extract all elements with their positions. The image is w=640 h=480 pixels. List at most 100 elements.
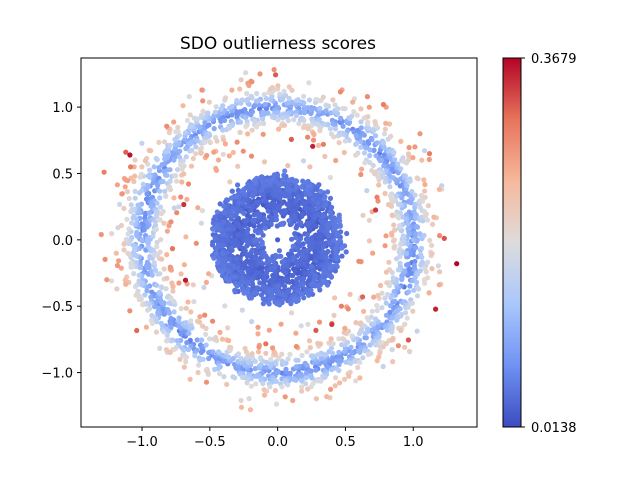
scatter-point — [166, 310, 172, 316]
scatter-point — [354, 140, 360, 146]
scatter-point — [334, 255, 340, 262]
scatter-point — [170, 288, 176, 294]
scatter-point — [413, 215, 419, 221]
scatter-point — [178, 194, 184, 200]
scatter-point — [129, 264, 135, 270]
scatter-point — [304, 187, 310, 193]
scatter-point — [296, 120, 302, 127]
scatter-point — [367, 153, 373, 159]
scatter-point — [248, 153, 255, 159]
scatter-point — [328, 345, 335, 351]
scatter-point — [169, 246, 176, 252]
scatter-point — [253, 237, 259, 243]
scatter-point — [380, 174, 386, 180]
scatter-point — [248, 383, 254, 389]
scatter-point — [313, 212, 319, 218]
scatter-point — [358, 171, 364, 178]
scatter-point — [412, 144, 418, 150]
scatter-point — [172, 346, 178, 352]
scatter-point — [382, 190, 388, 197]
scatter-point — [222, 141, 228, 147]
scatter-point — [136, 278, 142, 284]
scatter-point — [249, 247, 255, 253]
scatter-point — [220, 151, 226, 157]
scatter-point — [239, 285, 245, 291]
scatter-point — [408, 251, 414, 257]
scatter-point — [401, 158, 407, 164]
scatter-point — [355, 348, 361, 354]
scatter-point — [260, 381, 266, 387]
scatter-point — [188, 309, 194, 315]
scatter-point — [412, 192, 418, 198]
scatter-point — [308, 287, 314, 293]
scatter-point — [179, 166, 185, 172]
scatter-point — [328, 367, 335, 373]
scatter-point — [272, 185, 278, 191]
scatter-point — [189, 147, 195, 153]
scatter-point — [164, 172, 170, 178]
scatter-point — [239, 188, 245, 194]
scatter-point — [423, 211, 429, 217]
scatter-point — [276, 248, 282, 254]
scatter-point — [219, 273, 226, 279]
scatter-point — [261, 192, 267, 198]
scatter-point — [230, 149, 236, 156]
scatter-point — [395, 267, 401, 273]
scatter-point — [429, 242, 435, 248]
scatter-point — [272, 264, 278, 270]
scatter-point — [142, 158, 148, 164]
scatter-point — [260, 110, 267, 116]
scatter-point — [228, 195, 235, 201]
scatter-point — [280, 191, 286, 198]
scatter-point — [245, 376, 251, 382]
scatter-point — [280, 115, 286, 121]
scatter-point — [253, 290, 259, 296]
scatter-point — [178, 306, 184, 312]
scatter-point — [402, 173, 408, 179]
scatter-point — [172, 173, 179, 179]
scatter-point — [331, 134, 337, 140]
scatter-point — [392, 298, 398, 304]
scatter-point — [237, 119, 244, 125]
scatter-point — [289, 236, 295, 242]
scatter-point — [279, 221, 285, 227]
scatter-point — [270, 114, 276, 120]
scatter-point — [170, 283, 176, 289]
scatter-point — [123, 177, 129, 183]
scatter-point — [301, 295, 307, 301]
scatter-point — [243, 124, 249, 130]
scatter-point — [207, 139, 213, 146]
colorbar-max-label: 0.3679 — [531, 52, 577, 67]
scatter-point — [262, 101, 268, 107]
scatter-point — [183, 305, 189, 311]
scatter-point — [178, 162, 184, 168]
scatter-point — [221, 203, 227, 209]
scatter-point — [307, 191, 313, 197]
scatter-point — [102, 256, 108, 262]
scatter-point — [270, 345, 276, 351]
scatter-point — [285, 110, 292, 116]
scatter-point — [342, 325, 348, 331]
scatter-point — [323, 254, 329, 260]
scatter-point — [114, 286, 120, 292]
scatter-point — [144, 264, 150, 270]
scatter-point — [349, 333, 355, 339]
scatter-point — [437, 269, 443, 275]
scatter-point — [379, 305, 385, 311]
scatter-point — [305, 134, 311, 140]
colorbar — [502, 57, 522, 428]
scatter-point — [160, 329, 167, 335]
scatter-point — [188, 318, 194, 324]
scatter-point — [426, 151, 433, 157]
scatter-point — [352, 358, 359, 364]
scatter-point — [278, 321, 284, 327]
scatter-point — [231, 264, 237, 270]
x-tick-label: 1.0 — [403, 435, 424, 450]
scatter-point — [215, 260, 221, 266]
scatter-point — [199, 208, 205, 214]
scatter-point — [330, 350, 336, 356]
scatter-point — [156, 139, 162, 145]
scatter-point — [202, 139, 208, 145]
scatter-point — [358, 125, 364, 131]
scatter-point — [183, 154, 189, 160]
